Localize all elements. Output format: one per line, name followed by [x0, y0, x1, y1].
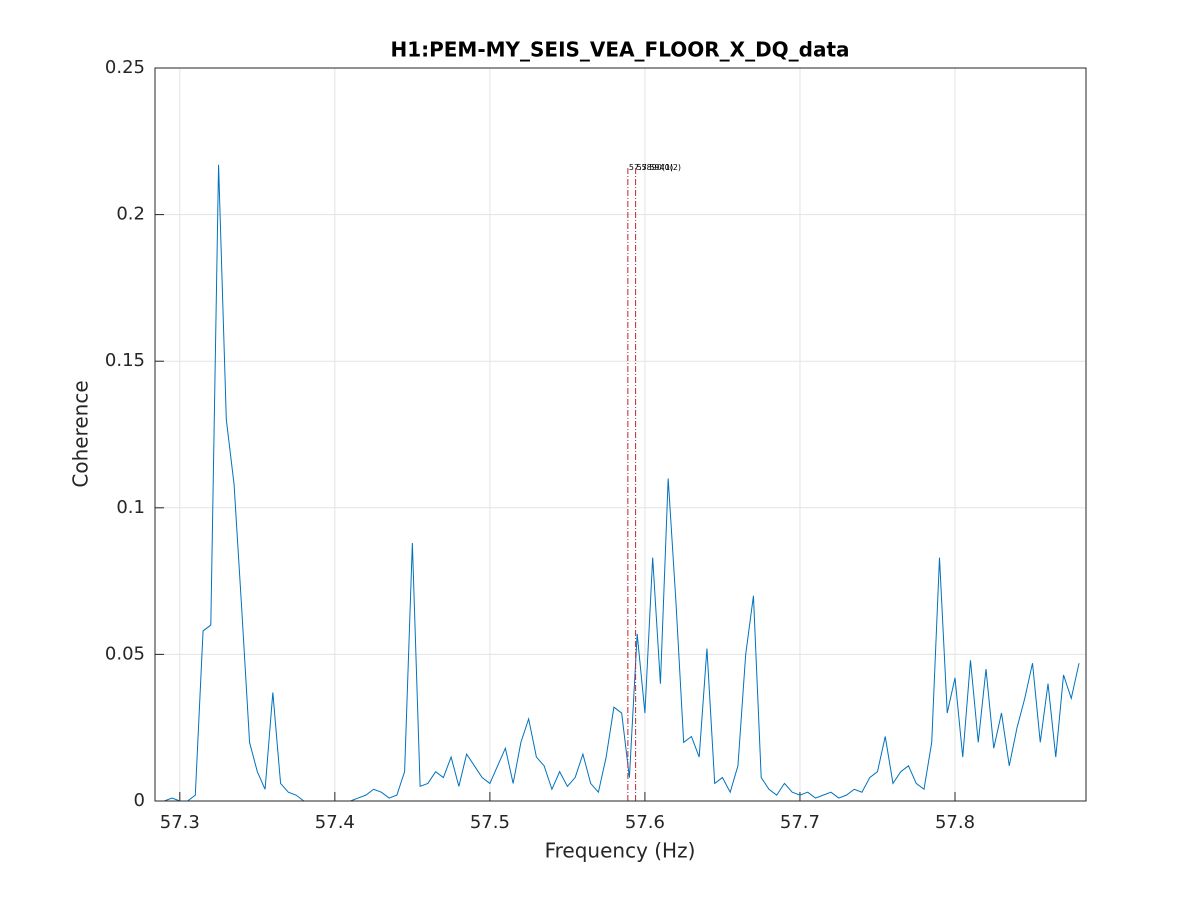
x-tick-label: 57.6: [625, 812, 665, 833]
x-tick-label: 57.8: [935, 812, 975, 833]
x-tick-label: 57.4: [315, 812, 355, 833]
chart-title: H1:PEM-MY_SEIS_VEA_FLOOR_X_DQ_data: [390, 38, 849, 62]
y-tick-label: 0.15: [105, 350, 145, 371]
y-tick-label: 0: [134, 790, 145, 811]
x-tick-label: 57.3: [160, 812, 200, 833]
x-tick-label: 57.5: [470, 812, 510, 833]
y-tick-label: 0.05: [105, 643, 145, 664]
y-tick-label: 0.1: [116, 497, 145, 518]
plot-frame: [154, 67, 1087, 802]
y-tick-label: 0.25: [105, 57, 145, 78]
y-tick-label: 0.2: [116, 204, 145, 225]
marker-label: 57.5890(1): [629, 163, 673, 172]
marker-label: 57.5940(2): [637, 163, 681, 172]
y-axis-label: Coherence: [69, 380, 93, 487]
x-tick-label: 57.7: [780, 812, 820, 833]
x-axis-label: Frequency (Hz): [545, 839, 696, 863]
